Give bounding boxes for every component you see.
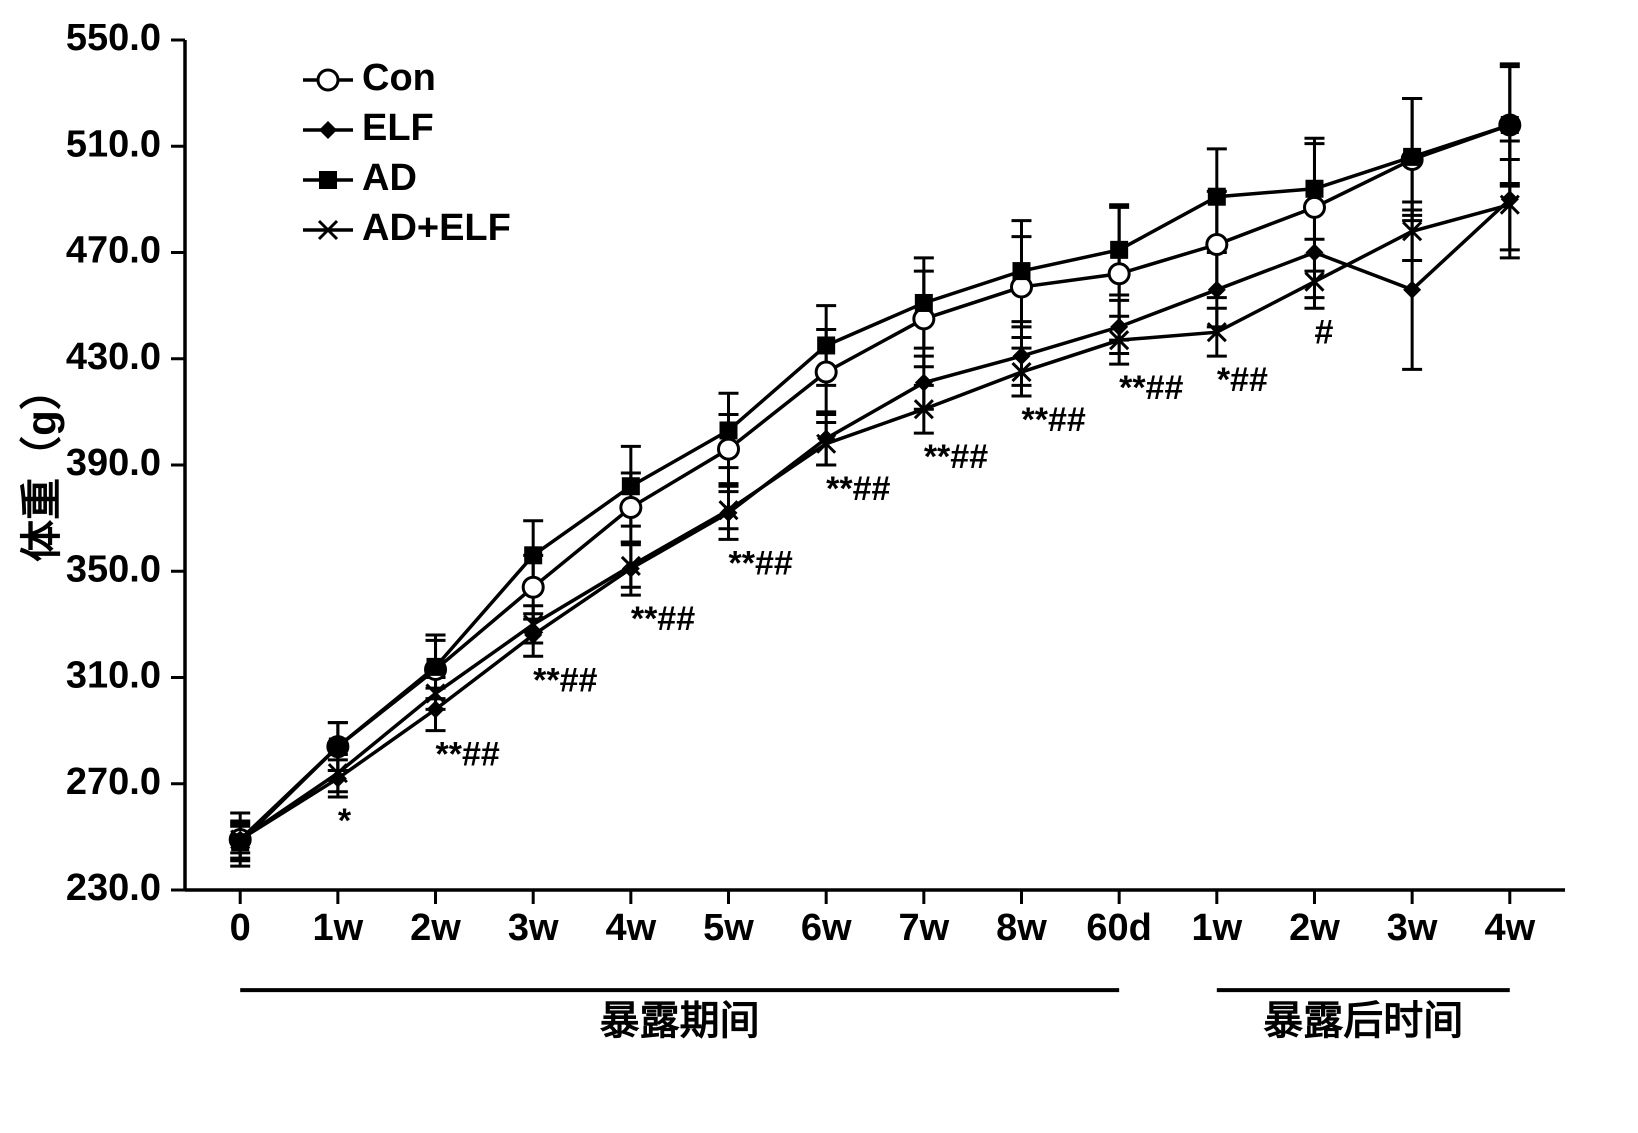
x-tick-label: 8w [996, 907, 1047, 949]
y-tick-label: 470.0 [66, 230, 161, 272]
x-tick-label: 4w [1484, 907, 1535, 949]
body-weight-chart: 230.0 270.0 310.0 350.0 390.0 430.0 470.0 510.0… [0, 0, 1638, 1133]
y-tick-label: 270.0 [66, 761, 161, 803]
x-tick-label: 1w [313, 907, 364, 949]
significance-annotation: **## [631, 600, 695, 638]
significance-annotation: **## [436, 736, 500, 774]
significance-annotation: **## [729, 544, 793, 582]
x-tick-label: 4w [605, 907, 656, 949]
significance-annotation: **## [1021, 401, 1085, 439]
significance-annotation: # [1314, 313, 1333, 351]
y-tick-label: 430.0 [66, 336, 161, 378]
y-axis-label: 体重（g） [18, 368, 65, 562]
x-tick-label: 3w [508, 907, 559, 949]
y-tick-label: 350.0 [66, 548, 161, 590]
x-tick-label: 2w [1289, 907, 1340, 949]
significance-annotation: **## [924, 438, 988, 476]
x-tick-label: 7w [898, 907, 949, 949]
x-tick-label: 60d [1086, 907, 1151, 949]
y-tick-label: 550.0 [66, 17, 161, 59]
significance-annotation: * [338, 802, 352, 840]
y-tick-label: 230.0 [66, 867, 161, 909]
x-tick-label: 0 [230, 907, 251, 949]
period-label: 暴露期间 [600, 999, 760, 1043]
chart-svg: 230.0 270.0 310.0 350.0 390.0 430.0 470.0 510.0… [0, 0, 1638, 1133]
significance-annotation: **## [826, 470, 890, 508]
legend-label-AD+ELF: AD+ELF [362, 207, 511, 249]
y-tick-label: 390.0 [66, 442, 161, 484]
x-tick-label: 5w [703, 907, 754, 949]
legend-label-ELF: ELF [362, 107, 434, 149]
legend-label-AD: AD [362, 157, 417, 199]
y-tick-label: 510.0 [66, 123, 161, 165]
y-tick-label: 310.0 [66, 655, 161, 697]
x-tick-label: 1w [1191, 907, 1242, 949]
x-tick-label: 6w [801, 907, 852, 949]
period-label: 暴露后时间 [1263, 999, 1463, 1043]
x-tick-label: 2w [410, 907, 461, 949]
x-tick-label: 3w [1387, 907, 1438, 949]
significance-annotation: **## [1119, 369, 1183, 407]
significance-annotation: *## [1217, 361, 1268, 399]
significance-annotation: **## [533, 661, 597, 699]
legend-label-Con: Con [362, 57, 436, 99]
